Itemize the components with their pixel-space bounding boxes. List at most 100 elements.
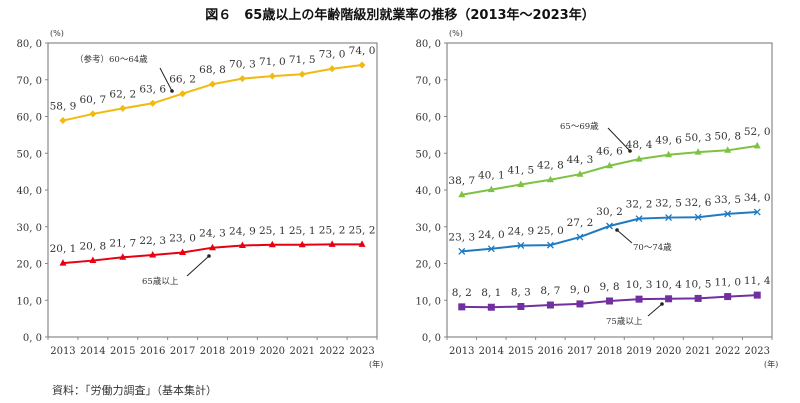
x-tick-label: 2015 (508, 346, 533, 357)
data-point (238, 75, 246, 83)
data-point (458, 303, 466, 311)
data-label: 25, 1 (259, 225, 286, 237)
data-point (179, 248, 187, 255)
y-tick-label: 0, 0 (422, 333, 441, 344)
x-tick-label: 2018 (597, 346, 622, 357)
data-point (694, 213, 702, 221)
y-tick-label: 40, 0 (17, 186, 42, 197)
callout-arrow (186, 255, 210, 277)
data-point (665, 295, 673, 303)
y-tick-label: 50, 0 (416, 149, 441, 160)
y-tick-label: 60, 0 (17, 113, 42, 124)
data-label: 48, 4 (626, 139, 653, 151)
callout-arrow (647, 303, 663, 317)
data-point (724, 293, 732, 301)
data-point (149, 251, 157, 258)
y-tick-label: 80, 0 (17, 39, 42, 50)
data-label: 41, 5 (508, 164, 535, 176)
x-tick-label: 2014 (479, 346, 504, 357)
x-tick-label: 2016 (538, 346, 563, 357)
data-point (298, 240, 306, 248)
data-point (606, 222, 613, 230)
data-label: 22, 3 (139, 235, 166, 247)
data-label: 62, 2 (109, 88, 136, 100)
callout-arrowhead (628, 149, 632, 153)
data-label: 21, 7 (109, 237, 136, 249)
data-point (119, 104, 127, 112)
data-label: 50, 8 (714, 130, 741, 142)
y-tick-label: 40, 0 (416, 186, 441, 197)
data-point (606, 297, 613, 305)
data-point (753, 291, 761, 299)
callout-arrowhead (170, 89, 174, 93)
data-point (694, 148, 702, 155)
data-label: 38, 7 (448, 175, 475, 187)
series-label: （参考）60～64歳 (75, 54, 148, 65)
data-label: 20, 1 (50, 243, 77, 255)
data-point (328, 65, 336, 73)
y-axis-unit: (%) (449, 29, 463, 38)
x-tick-label: 2013 (50, 346, 75, 357)
data-label: 8, 1 (481, 287, 501, 299)
data-point (179, 90, 187, 98)
data-label: 30, 2 (596, 206, 623, 218)
y-tick-label: 70, 0 (17, 76, 42, 87)
y-tick-label: 10, 0 (416, 296, 441, 307)
data-point (694, 294, 702, 302)
data-point (298, 70, 306, 78)
data-label: 9, 8 (599, 281, 619, 293)
data-label: 68, 8 (199, 64, 226, 76)
data-label: 8, 7 (540, 285, 560, 297)
data-point (635, 215, 643, 223)
x-tick-label: 2019 (626, 346, 651, 357)
data-point (209, 243, 216, 251)
data-point (546, 301, 554, 309)
data-label: 73, 0 (319, 49, 346, 61)
data-point (635, 295, 643, 303)
data-label: 25, 2 (349, 224, 376, 236)
data-point (59, 259, 67, 266)
data-point (517, 302, 525, 310)
data-label: 24, 9 (508, 225, 535, 237)
data-label: 44, 3 (567, 154, 594, 166)
data-point (753, 208, 761, 216)
data-point (59, 117, 67, 125)
series-label: 75歳以上 (606, 316, 643, 327)
data-label: 42, 8 (537, 160, 564, 172)
data-label: 10, 5 (685, 278, 712, 290)
x-tick-label: 2021 (290, 346, 315, 357)
x-tick-label: 2023 (745, 346, 770, 357)
x-tick-label: 2014 (80, 346, 105, 357)
data-label: 8, 3 (511, 286, 531, 298)
x-tick-label: 2016 (140, 346, 165, 357)
callout-arrow (607, 127, 631, 152)
x-tick-label: 2020 (260, 346, 285, 357)
data-label: 74, 0 (349, 45, 376, 57)
y-axis-unit: (%) (50, 29, 64, 38)
chart-title: 図６ 65歳以上の年齢階級別就業率の推移（2013年～2023年） (205, 7, 594, 23)
callout-arrowhead (615, 228, 619, 232)
x-tick-label: 2022 (715, 346, 740, 357)
y-tick-label: 60, 0 (416, 113, 441, 124)
data-point (458, 247, 466, 255)
data-label: 66, 2 (169, 74, 196, 86)
data-label: 58, 9 (50, 101, 77, 113)
data-point (665, 150, 673, 158)
x-tick-label: 2015 (110, 346, 135, 357)
data-point (753, 141, 761, 149)
x-axis-unit: (年) (369, 359, 383, 369)
data-label: 9, 0 (570, 284, 590, 296)
data-point (517, 242, 525, 249)
data-point (119, 253, 127, 260)
y-tick-label: 30, 0 (17, 223, 42, 234)
data-point (517, 180, 525, 187)
y-tick-label: 50, 0 (17, 149, 42, 160)
y-tick-label: 0, 0 (23, 333, 42, 344)
data-label: 71, 0 (259, 56, 286, 68)
data-point (576, 170, 584, 177)
data-label: 33, 5 (714, 194, 741, 206)
callout-arrow (159, 67, 173, 92)
data-point (487, 185, 495, 193)
data-label: 70, 3 (229, 59, 256, 71)
